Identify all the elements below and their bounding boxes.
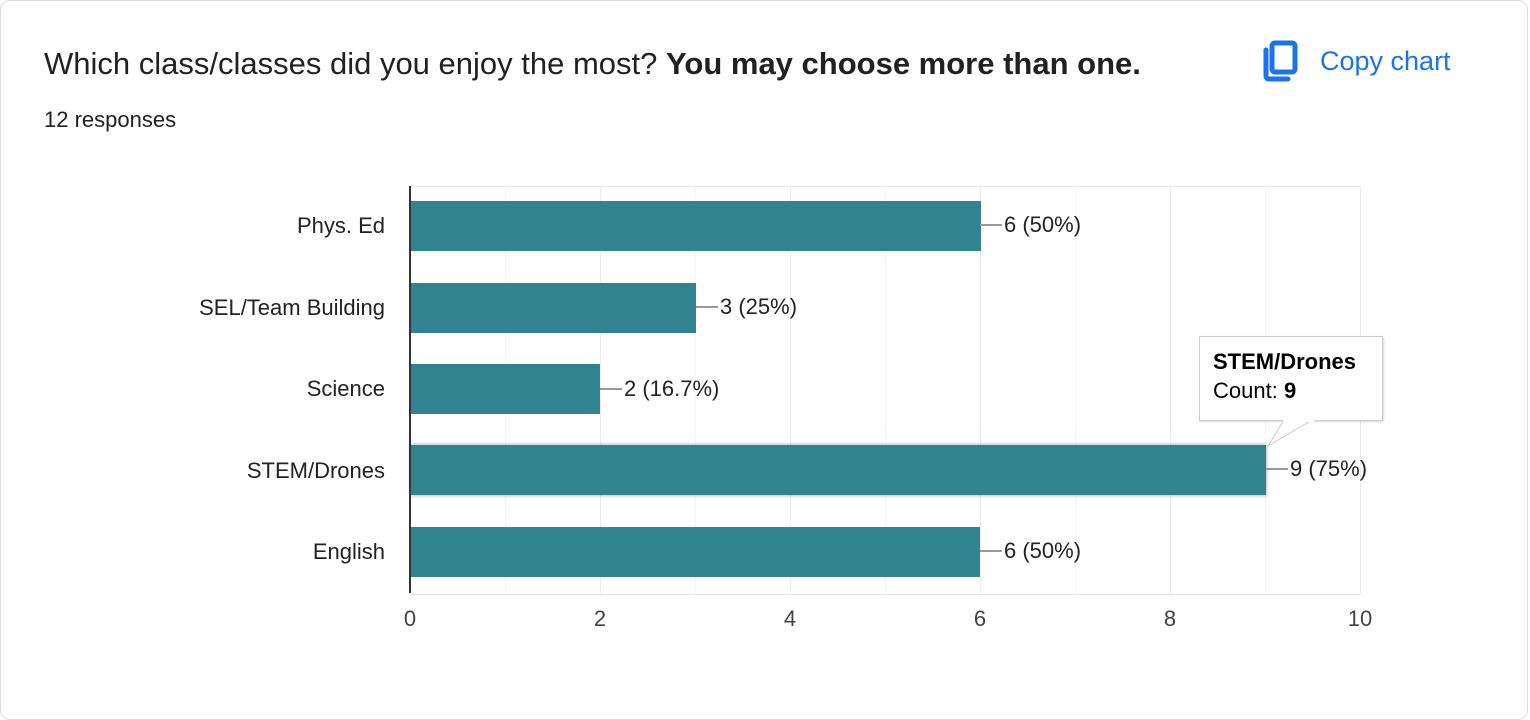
category-label: Science xyxy=(306,376,385,401)
tooltip-count-label: Count: xyxy=(1213,378,1278,403)
value-label: 6 (50%) xyxy=(980,212,1081,238)
category-label: Phys. Ed xyxy=(296,213,385,238)
gridline xyxy=(600,187,601,594)
tooltip-count-value: 9 xyxy=(1283,378,1297,403)
tooltip-pointer xyxy=(1267,420,1314,447)
category-label: SEL/Team Building xyxy=(199,295,385,320)
label-leader-line xyxy=(980,224,1002,226)
value-label: 6 (50%) xyxy=(980,538,1081,564)
label-leader-line xyxy=(696,306,718,308)
copy-chart-button[interactable]: Copy chart xyxy=(1262,36,1451,86)
x-tick-label: 0 xyxy=(403,606,417,631)
bar-english[interactable] xyxy=(411,527,980,577)
gridline xyxy=(980,187,981,594)
value-label: 2 (16.7%) xyxy=(600,376,719,402)
question-title: Which class/classes did you enjoy the mo… xyxy=(44,46,1141,82)
x-tick-label: 4 xyxy=(783,606,797,631)
value-label: 3 (25%) xyxy=(696,294,797,320)
category-label: STEM/Drones xyxy=(246,458,385,483)
value-label-text: 3 (25%) xyxy=(720,294,798,319)
value-label: 9 (75%) xyxy=(1266,456,1367,482)
value-label-text: 6 (50%) xyxy=(1004,538,1082,563)
gridline xyxy=(1075,187,1076,594)
gridline xyxy=(1170,187,1171,594)
bar-phys-ed[interactable] xyxy=(411,201,981,251)
tooltip-count-row: Count: 9 xyxy=(1213,375,1382,407)
question-instruction: You may choose more than one. xyxy=(666,46,1141,81)
value-label-text: 9 (75%) xyxy=(1290,456,1368,481)
value-label-text: 6 (50%) xyxy=(1004,212,1082,237)
bar-stem-drones[interactable] xyxy=(411,445,1266,495)
label-leader-line xyxy=(600,388,622,390)
category-label: English xyxy=(312,539,385,564)
label-leader-line xyxy=(980,550,1002,552)
bar-science[interactable] xyxy=(411,364,600,414)
response-count: 12 responses xyxy=(44,107,177,132)
bar-sel-team-building[interactable] xyxy=(411,283,696,333)
gridline xyxy=(790,187,791,594)
tooltip-title: STEM/Drones xyxy=(1213,349,1357,374)
value-label-text: 2 (16.7%) xyxy=(624,376,720,401)
x-tick-label: 10 xyxy=(1347,606,1373,631)
question-text: Which class/classes did you enjoy the mo… xyxy=(44,46,658,81)
x-tick-label: 8 xyxy=(1163,606,1177,631)
x-tick-label: 6 xyxy=(973,606,987,631)
bar-tooltip: STEM/Drones Count: 9 xyxy=(1199,336,1383,421)
copy-chart-label: Copy chart xyxy=(1320,45,1451,76)
copy-icon xyxy=(1263,40,1298,82)
x-tick-label: 2 xyxy=(593,606,607,631)
label-leader-line xyxy=(1266,468,1288,470)
gridline xyxy=(885,187,886,594)
y-axis-line xyxy=(409,186,411,593)
gridline xyxy=(695,187,696,594)
